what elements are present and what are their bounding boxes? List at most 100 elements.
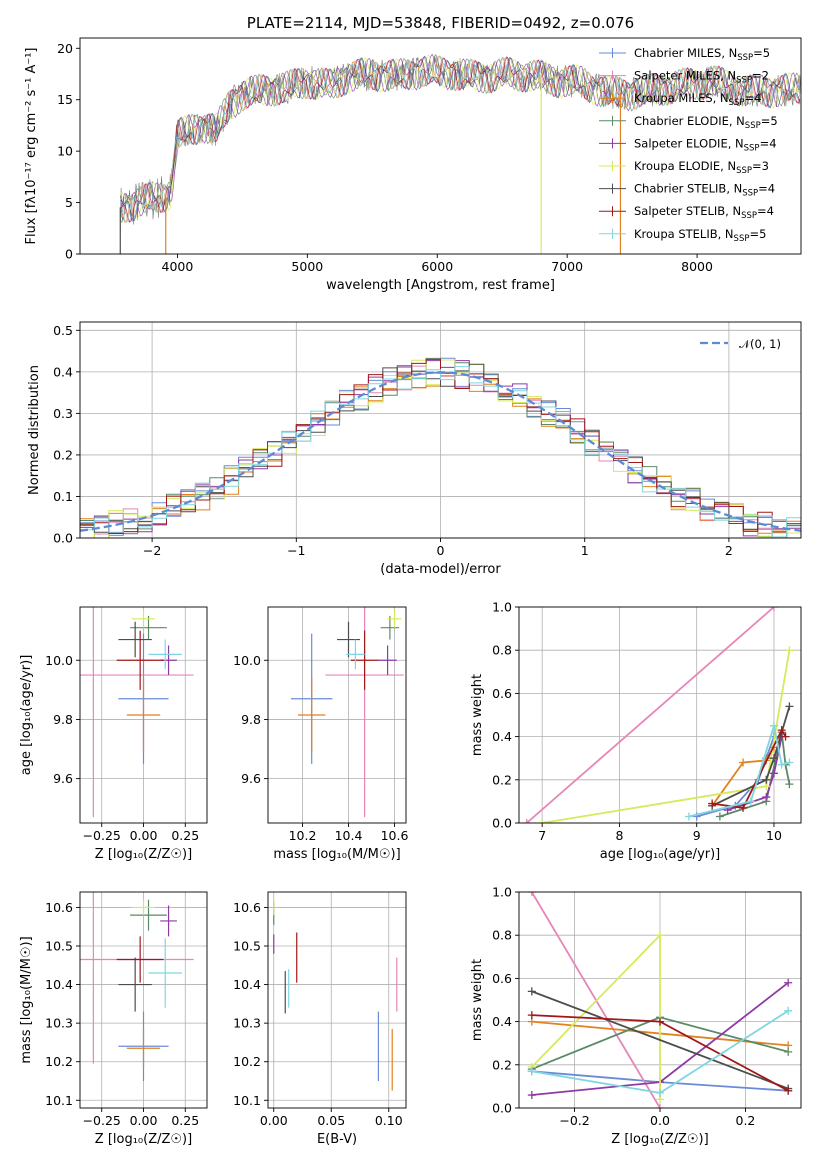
y-tick-label: 0.0 xyxy=(492,816,512,831)
y-tick-label: 0.2 xyxy=(53,447,73,462)
y-tick-label: 10.5 xyxy=(233,939,261,954)
weight-marker-salpeter_miles xyxy=(527,892,536,896)
x-tick-label: 0.25 xyxy=(171,828,199,843)
errorbar-kroupa_miles xyxy=(126,1028,161,1068)
legend-label-main: Chabrier MILES, N xyxy=(634,46,737,60)
errorbar-kroupa_stelib xyxy=(346,639,365,670)
x-axis-label: (data-model)/error xyxy=(380,562,501,577)
chart-4-frame: 7 8 9 10 0.0 0.2 0.4 0.6 0.8 1.0 age [log₁₀(age/yr… xyxy=(470,600,802,862)
x-axis-label: age [log₁₀(age/yr)] xyxy=(600,847,721,862)
x-axis-label: Z [log₁₀(Z/Z☉)] xyxy=(95,1132,192,1147)
weight-marker-kroupa_stelib xyxy=(656,1088,664,1097)
model-spectrum-salpeter_stelib xyxy=(120,56,801,223)
y-tick-label: 10.0 xyxy=(45,653,73,668)
observed-spectrum-line xyxy=(120,56,801,231)
y-tick-label: 10.1 xyxy=(45,1093,73,1108)
y-tick-label: 0.4 xyxy=(492,1014,512,1029)
errorbar-chabrier_elodie xyxy=(130,615,167,640)
y-tick-label: 9.6 xyxy=(241,771,261,786)
errorbar-chabrier_elodie xyxy=(380,615,400,640)
y-tick-label: 0.5 xyxy=(53,323,73,338)
legend-label-main: Kroupa ELODIE, N xyxy=(634,159,736,173)
errorbar-salpeter_elodie xyxy=(160,905,177,937)
model-spectrum-kroupa_stelib xyxy=(120,55,801,224)
legend-label-kroupa_miles: Kroupa MILES, NSSP=4 xyxy=(634,91,761,108)
weight-marker-salpeter_stelib xyxy=(781,732,790,741)
x-tick-label: 10.2 xyxy=(289,828,317,843)
x-tick-label: 0 xyxy=(437,543,445,558)
legend-label-sub: SSP xyxy=(734,234,750,244)
y-tick-label: 0.8 xyxy=(492,643,512,658)
weight-marker-salpeter_elodie xyxy=(769,769,778,778)
legend-label-kroupa_elodie: Kroupa ELODIE, NSSP=3 xyxy=(634,159,769,176)
weight-line-salpeter_miles xyxy=(526,607,775,823)
chart-1-plot-area xyxy=(80,357,801,538)
weight-marker-kroupa_stelib xyxy=(769,721,778,730)
legend-label-tail: =4 xyxy=(758,182,775,196)
weight-marker-salpeter_stelib xyxy=(527,1011,536,1020)
y-tick-label: 0.4 xyxy=(53,364,73,379)
legend-label-salpeter_stelib: Salpeter STELIB, NSSP=4 xyxy=(634,204,774,221)
legend-label-tail: =5 xyxy=(749,227,766,241)
weight-marker-kroupa_elodie xyxy=(538,819,547,823)
model-spectrum-salpeter_miles xyxy=(120,56,801,223)
weight-marker-salpeter_stelib xyxy=(708,799,717,808)
y-tick-label: 9.8 xyxy=(241,712,261,727)
x-tick-label: −0.25 xyxy=(83,1113,121,1128)
y-tick-label: 0.1 xyxy=(53,489,73,504)
y-tick-label: 0.3 xyxy=(53,406,73,421)
y-tick-label: 15 xyxy=(57,92,73,107)
x-tick-label: 6000 xyxy=(421,259,453,274)
y-tick-label: 0.2 xyxy=(492,772,512,787)
legend-label-chabrier_elodie: Chabrier ELODIE, NSSP=5 xyxy=(634,114,778,131)
y-tick-label: 0.0 xyxy=(53,531,73,546)
chart-6-plot-area xyxy=(273,899,398,1091)
errorbar-kroupa_elodie xyxy=(131,609,156,628)
legend-label-sub: SSP xyxy=(737,53,753,63)
legend-label-tail: =4 xyxy=(744,91,761,105)
chart-7-plot-area xyxy=(527,892,793,1108)
chart-5-frame: −0.25 0.00 0.25 10.1 10.2 10.3 10.4 10.5 10.6 Z [… xyxy=(19,891,208,1147)
weight-marker-kroupa_stelib xyxy=(784,1006,793,1015)
weight-marker-chabrier_elodie xyxy=(785,780,794,789)
x-tick-label: 8 xyxy=(615,828,623,843)
y-tick-label: 10.5 xyxy=(45,939,73,954)
weight-marker-salpeter_miles xyxy=(769,607,778,611)
x-tick-label: 10.4 xyxy=(335,828,363,843)
weight-marker-salpeter_miles xyxy=(522,819,531,823)
x-tick-label: 0.00 xyxy=(130,828,158,843)
x-tick-label: 8000 xyxy=(681,259,713,274)
normal-distribution-curve xyxy=(80,371,801,532)
y-tick-label: 10.6 xyxy=(233,900,261,915)
weight-marker-kroupa_stelib xyxy=(777,760,786,769)
legend-label-main: Chabrier STELIB, N xyxy=(634,182,742,196)
y-axis-label: Normed distribution xyxy=(27,365,42,495)
weight-marker-salpeter_miles xyxy=(656,1104,664,1108)
weight-marker-kroupa_stelib xyxy=(684,812,693,821)
axes-frame xyxy=(79,37,802,255)
chart-2-plot-area xyxy=(80,607,194,818)
legend-label-chabrier_miles: Chabrier MILES, NSSP=5 xyxy=(634,46,770,63)
chart-0-plot-area xyxy=(119,53,801,254)
errorbar-salpeter_elodie xyxy=(378,645,397,676)
y-tick-label: 0.8 xyxy=(492,928,512,943)
y-tick-label: 10.6 xyxy=(45,900,73,915)
y-tick-label: 10 xyxy=(57,144,73,159)
x-tick-label: 9 xyxy=(693,828,701,843)
legend-label-tail: =5 xyxy=(753,46,770,60)
legend-label-sub: SSP xyxy=(736,166,752,176)
legend-label-sub: SSP xyxy=(742,189,758,199)
weight-marker-kroupa_stelib xyxy=(527,1067,536,1076)
weight-marker-kroupa_stelib xyxy=(785,758,794,767)
legend-label-sub: SSP xyxy=(744,143,760,153)
errorbar-salpeter_miles xyxy=(80,607,194,818)
weight-marker-chabrier_stelib xyxy=(762,775,771,784)
legend-label-tail: =5 xyxy=(761,114,778,128)
x-axis-label: Z [log₁₀(Z/Z☉)] xyxy=(95,847,192,862)
weight-marker-kroupa_elodie xyxy=(785,646,794,655)
legend-label-sub: SSP xyxy=(729,98,745,108)
y-tick-label: 0.6 xyxy=(492,971,512,986)
y-tick-label: 10.1 xyxy=(233,1093,261,1108)
